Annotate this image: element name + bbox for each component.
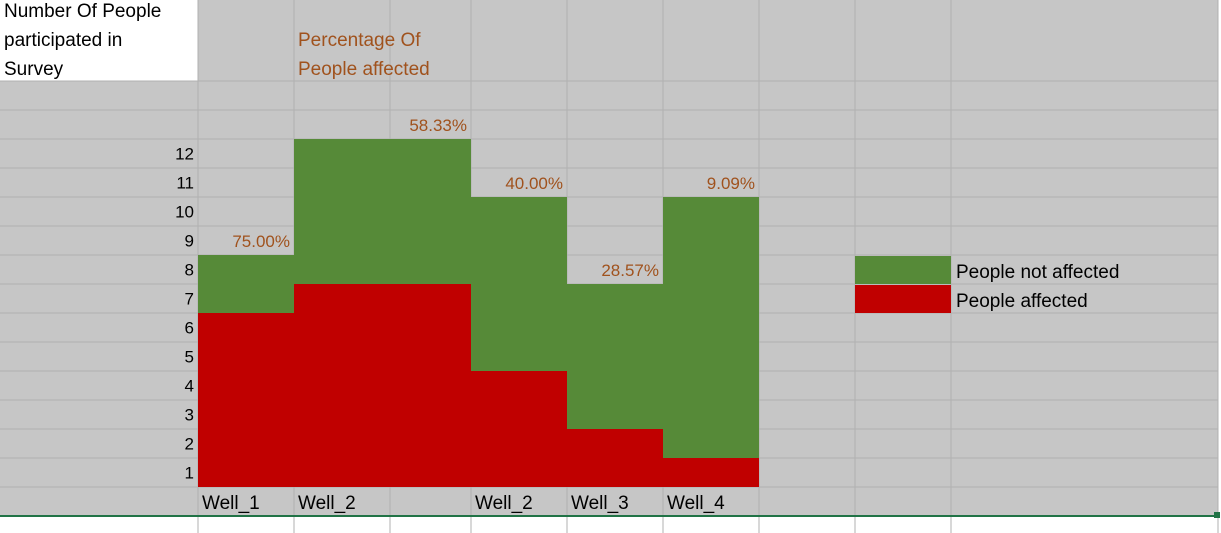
percent-label: 28.57% [601,261,659,280]
percent-labels: 75.00% 58.33% 40.00% 28.57% 9.09% [232,116,755,280]
y-tick-label: 7 [185,290,194,309]
legend-label-not-affected: People not affected [956,262,1119,283]
y-tick-label: 4 [185,377,194,396]
y-tick-label: 5 [185,348,194,367]
percent-label: 9.09% [707,174,755,193]
x-category-label: Well_2 [298,493,356,514]
y-tick-label: 1 [185,464,194,483]
y-tick-label: 10 [175,203,194,222]
y-tick-label: 2 [185,435,194,454]
bar-affected [567,429,663,487]
percent-label: 58.33% [409,116,467,135]
y-tick-label: 9 [185,232,194,251]
y-tick-label: 6 [185,319,194,338]
chart-title-line-1: Percentage Of [298,30,421,51]
y-axis-title-line-1: Number Of People [4,1,161,22]
x-category-label: Well_1 [202,493,260,514]
bar-not-affected [198,255,294,313]
x-category-label: Well_2 [475,493,533,514]
x-axis-categories: Well_1 Well_2 Well_2 Well_3 Well_4 [202,493,725,514]
bar-not-affected [663,197,759,458]
bar-affected [663,458,759,487]
x-category-label: Well_4 [667,493,725,514]
percent-label: 40.00% [505,174,563,193]
legend-label-affected: People affected [956,291,1088,312]
bar-not-affected [471,197,567,371]
percent-label: 75.00% [232,232,290,251]
y-axis-title-line-3: Survey [4,59,64,80]
legend: People not affected People affected [855,256,1119,313]
selection-handle [1214,512,1220,518]
bar-affected [294,284,471,487]
x-category-label: Well_3 [571,493,629,514]
y-tick-label: 12 [175,145,194,164]
chart-title-line-2: People affected [298,59,430,80]
ylabel-cell [0,0,198,81]
y-tick-label: 3 [185,406,194,425]
bar-not-affected [294,139,471,284]
legend-swatch-affected [855,285,951,313]
bar-affected [471,371,567,487]
y-axis-title-line-2: participated in [4,30,122,51]
y-tick-label: 11 [176,174,194,193]
bar-not-affected [567,284,663,429]
bar-affected [198,313,294,487]
stacked-bars [198,139,759,487]
y-tick-label: 8 [185,261,194,280]
legend-swatch-not-affected [855,256,951,284]
